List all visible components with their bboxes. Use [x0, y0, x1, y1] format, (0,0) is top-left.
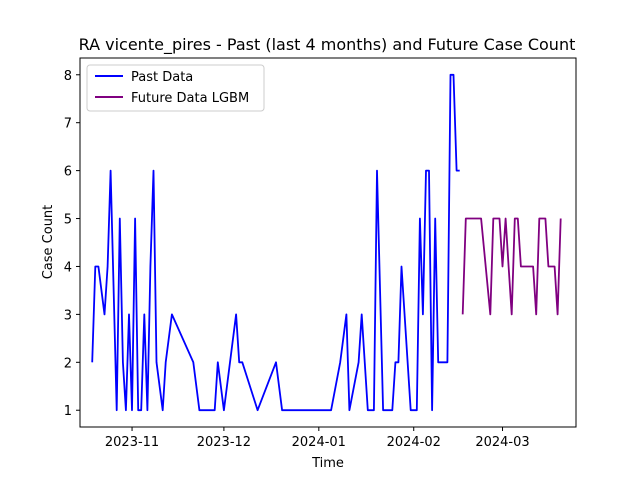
y-tick-label: 5: [64, 213, 72, 228]
x-tick-label: 2023-12: [197, 435, 251, 450]
x-tick-label: 2024-02: [387, 435, 441, 450]
y-tick-label: 2: [64, 356, 72, 371]
x-tick-label: 2023-11: [105, 435, 159, 450]
x-tick-label: 2024-03: [475, 435, 529, 450]
plot-area: [79, 57, 577, 428]
series-layer: [91, 73, 562, 412]
legend-label-future-data: Future Data LGBM: [131, 91, 249, 106]
legend: Past Data Future Data LGBM: [86, 64, 265, 112]
y-tick-label: 6: [64, 165, 72, 180]
x-tick-label: 2024-01: [292, 435, 346, 450]
y-tick-label: 3: [64, 308, 72, 323]
legend-label-past-data: Past Data: [131, 70, 193, 85]
legend-box: [86, 64, 265, 112]
x-axis: 2023-11 2023-12 2024-01 2024-02 2024-03: [105, 427, 530, 450]
y-tick-label: 8: [64, 69, 72, 84]
y-tick-label: 4: [64, 260, 72, 275]
axes-frame: [79, 57, 577, 428]
y-tick-label: 1: [64, 404, 72, 419]
chart-title: RA vicente_pires - Past (last 4 months) …: [79, 35, 576, 55]
y-tick-label: 7: [64, 117, 72, 132]
series-line-past-data: [91, 73, 460, 412]
x-axis-label: Time: [311, 456, 344, 471]
y-axis: 1 2 3 4 5 6 7 8: [64, 69, 80, 419]
series-line-future-data: [461, 217, 562, 316]
y-axis-label: Case Count: [41, 205, 56, 280]
